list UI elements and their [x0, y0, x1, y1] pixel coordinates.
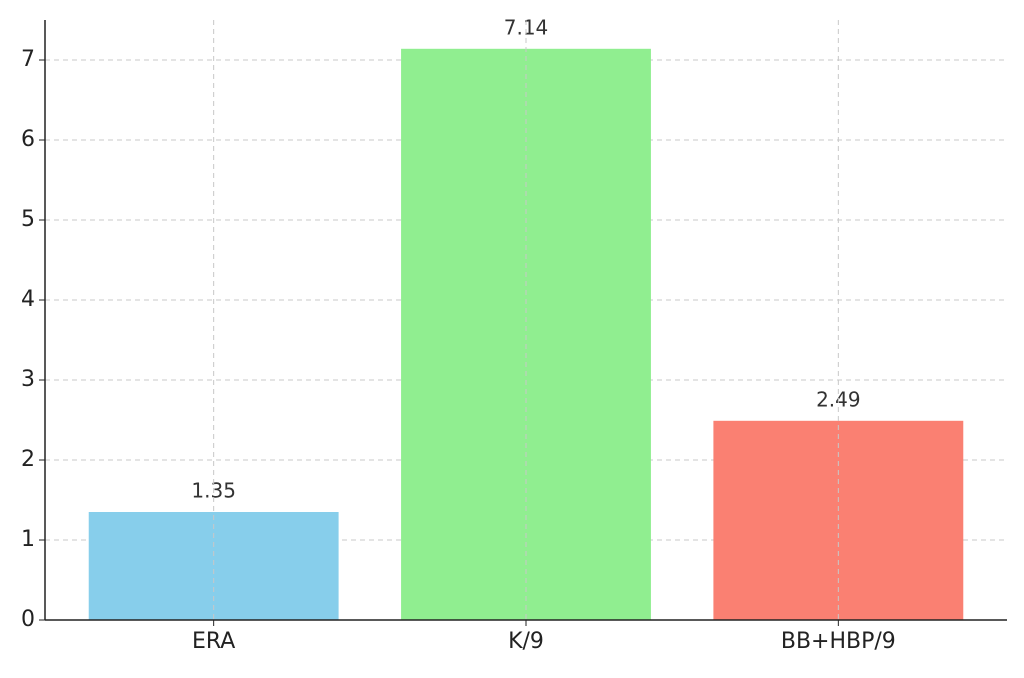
- x-tick-label: BB+HBP/9: [781, 629, 896, 654]
- value-label: 7.14: [504, 15, 549, 39]
- y-tick-label: 5: [21, 207, 35, 232]
- y-tick-label: 2: [21, 447, 35, 472]
- bar: [88, 512, 339, 620]
- y-tick-label: 3: [21, 367, 35, 392]
- x-tick-label: K/9: [508, 629, 544, 654]
- x-tick-label: ERA: [192, 629, 235, 654]
- y-tick-label: 0: [21, 607, 35, 632]
- y-tick-label: 6: [21, 127, 35, 152]
- y-tick-label: 7: [21, 47, 35, 72]
- y-tick-label: 4: [21, 287, 35, 312]
- y-tick-label: 1: [21, 527, 35, 552]
